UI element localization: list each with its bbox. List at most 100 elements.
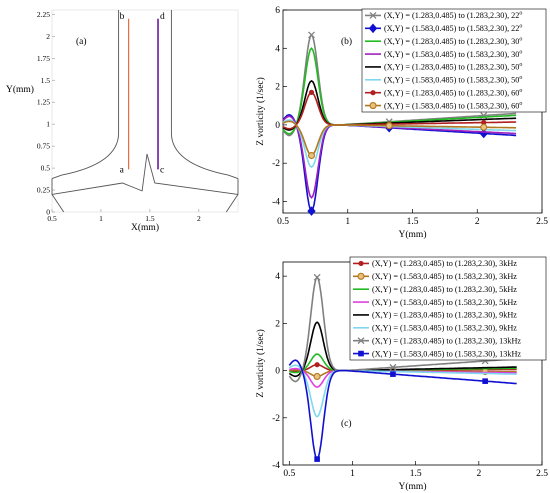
legend-entry: (X,Y) = (1.583,0.485) to (1.583,2.30), 3… <box>372 272 517 281</box>
x-tick-label: 2 <box>476 469 481 479</box>
series-8-point <box>385 122 393 130</box>
legend-entry: (X,Y) = (1.283,0.485) to (1.283,2.30), 5… <box>384 62 522 72</box>
degree-sign: o <box>519 101 522 107</box>
legend-entry: (X,Y) = (1.283,0.485) to (1.283,2.30), 3… <box>384 36 522 46</box>
panel-a-ytick-label: 2 <box>46 32 50 41</box>
y-tick-label: -2 <box>272 414 280 424</box>
x-tick-label: 1.5 <box>407 217 419 227</box>
legend-marker <box>358 260 364 267</box>
legend-entry: (X,Y) = (1.583,0.485) to (1.583,2.30), 6… <box>384 101 522 111</box>
legend-marker <box>369 102 377 110</box>
panel-a: 0 0.25 0.5 0.75 1 1.25 1.5 1.75 2 2.25 0.5 1 1.5 2 a b c… <box>6 9 239 233</box>
legend-entry: (X,Y) = (1.583,0.485) to (1.583,2.30), 1… <box>372 349 521 358</box>
panel-c-ylabel: Z vorticity (1/sec) <box>255 329 266 398</box>
legend-marker <box>357 272 365 280</box>
point-label-c: c <box>160 165 164 175</box>
panel-a-xtick-label: 1.5 <box>145 214 155 223</box>
y-tick-label: 2 <box>275 319 280 329</box>
series-7-point <box>313 273 321 281</box>
panel-a-ytick-label: 0.5 <box>41 164 51 173</box>
point-label-d: d <box>160 12 165 22</box>
series-line-5 <box>282 79 517 131</box>
series-line-6 <box>282 119 517 168</box>
panel-b-ylabel: Z vorticity (1/sec) <box>255 77 266 146</box>
panel-a-xtick-label: 1 <box>99 214 103 223</box>
x-tick-label: 1.5 <box>410 469 422 479</box>
series-line-6 <box>288 364 517 418</box>
series-line-8 <box>288 359 517 461</box>
panel-a-frame <box>51 9 239 213</box>
degree-sign: o <box>519 49 522 55</box>
x-tick-label: 1 <box>345 217 350 227</box>
series-line-7 <box>288 275 517 383</box>
legend-entry: (X,Y) = (1.283,0.485) to (1.283,2.30), 5… <box>372 285 517 294</box>
y-tick-label: 0 <box>275 121 280 131</box>
panel-a-ylabel: Y(mm) <box>6 84 34 95</box>
series-line-5 <box>288 321 517 378</box>
series-line-4 <box>282 115 517 199</box>
series-8-point <box>390 371 396 377</box>
y-tick-label: -4 <box>272 461 280 471</box>
series-2-point <box>307 206 316 216</box>
channel-right-inlet <box>225 178 239 213</box>
degree-sign: o <box>519 62 522 68</box>
x-tick-label: 0.5 <box>277 217 289 227</box>
y-tick-label: 2 <box>275 83 280 93</box>
panel-a-ytick-label: 1 <box>46 120 50 129</box>
panel-a-ytick-label: 2.25 <box>37 10 50 19</box>
channel-left-inlet <box>51 178 65 213</box>
panel-b-xlabel: Y(mm) <box>399 229 427 240</box>
legend-marker <box>358 350 364 357</box>
series-1-point <box>314 362 320 368</box>
legend-entry: (X,Y) = (1.283,0.485) to (1.283,2.30), 6… <box>384 88 522 98</box>
series-7-point <box>389 363 397 371</box>
legend-entry: (X,Y) = (1.583,0.485) to (1.583,2.30), 9… <box>372 324 517 333</box>
y-tick-label: 4 <box>275 272 280 282</box>
legend-box <box>361 8 547 113</box>
degree-sign: o <box>519 88 522 94</box>
panel-b: 0.5 1 1.5 2 2.5 -4 -2 0 2 4 6 Y(mm) Z vorticity (1/s… <box>255 6 548 240</box>
legend-entry: (X,Y) = (1.583,0.485) to (1.583,2.30), 2… <box>384 24 522 34</box>
panel-a-xlabel: X(mm) <box>131 222 159 233</box>
panel-a-xtick-label: 2 <box>197 214 201 223</box>
panel-a-ytick-label: 1.25 <box>37 98 50 107</box>
panel-a-ytick-label: 1.5 <box>41 76 51 85</box>
series-1-point <box>308 31 315 39</box>
series-8-point <box>307 151 316 160</box>
y-tick-label: -2 <box>272 159 280 169</box>
panel-c: 0.5 1 1.5 2 2.5 -4 -2 0 2 4 Y(mm) Z vorticity (1/se… <box>255 256 548 492</box>
legend-entry: (X,Y) = (1.583,0.485) to (1.583,2.30), 5… <box>372 298 517 307</box>
panel-c-legend: (X,Y) = (1.283,0.485) to (1.283,2.30), 3… <box>349 256 547 361</box>
legend-marker <box>368 23 378 34</box>
series-8-point <box>314 456 320 462</box>
panel-c-xlabel: Y(mm) <box>399 481 427 492</box>
legend-marker <box>369 11 377 19</box>
legend-entry: (X,Y) = (1.283,0.485) to (1.283,2.30), 1… <box>372 336 521 345</box>
panel-b-legend: (X,Y) = (1.283,0.485) to (1.283,2.30), 2… <box>361 8 547 113</box>
y-tick-label: -4 <box>272 198 280 208</box>
legend-entry: (X,Y) = (1.283,0.485) to (1.283,2.30), 3… <box>372 259 517 268</box>
y-tick-label: 4 <box>275 44 280 54</box>
series-line-7 <box>282 91 517 130</box>
degree-sign: o <box>519 36 522 42</box>
point-label-b: b <box>120 12 125 22</box>
x-tick-label: 0.5 <box>283 469 295 479</box>
series-line-8 <box>282 120 517 157</box>
degree-sign: o <box>519 75 522 81</box>
panel-a-xtick-label: 0.5 <box>47 214 57 223</box>
legend-marker <box>370 90 376 96</box>
legend-marker <box>357 337 365 345</box>
series-8-point <box>480 123 488 131</box>
series-7-point <box>308 89 315 95</box>
legend-entry: (X,Y) = (1.583,0.485) to (1.583,2.30), 5… <box>384 75 522 85</box>
x-tick-label: 2.5 <box>536 469 548 479</box>
legend-entry: (X,Y) = (1.283,0.485) to (1.283,2.30), 2… <box>384 11 522 21</box>
series-line-3 <box>282 47 517 135</box>
panel-a-tag: (a) <box>76 36 87 47</box>
series-2-point <box>313 372 321 381</box>
channel-right-wall <box>170 10 239 180</box>
panel-a-ytick-label: 0.75 <box>37 142 50 151</box>
series-8-point <box>482 378 488 384</box>
x-tick-label: 2 <box>475 217 480 227</box>
